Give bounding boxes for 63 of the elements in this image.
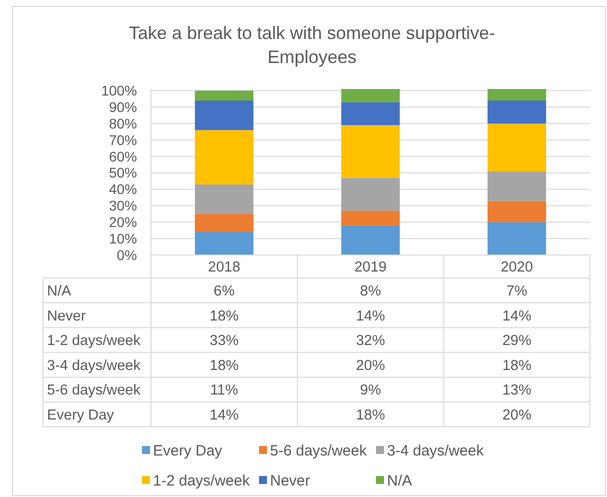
data-label: 9% [360,382,382,399]
data-label: 14% [356,308,386,324]
data-label: 18% [502,358,532,374]
bar [341,102,400,126]
y-tick-label: 100% [101,82,137,99]
bar [341,89,400,102]
legend-label: Never [270,472,310,490]
text: 5-6 days/week [47,382,140,399]
data-label: 14% [210,407,239,424]
data-label: 18% [210,308,239,324]
y-tick-label: 30% [108,198,137,214]
data-label: 13% [502,382,532,399]
bar [488,200,546,222]
text: Every Day [47,407,114,424]
bar [194,232,254,255]
data-label: 6% [214,283,235,300]
x-tick-label: 2020 [500,260,533,276]
chart-title: Take a break to talk with someone supportive- Employees [128,23,496,67]
x-tick-label: 2018 [208,260,240,276]
data-label: 7% [506,283,528,300]
legend-label: N/A [387,472,412,490]
text: N/A [47,283,72,300]
bar [194,130,254,184]
text: 1-2 days/week [47,333,140,350]
data-label: 20% [356,358,386,374]
y-tick-label: 60% [108,148,137,164]
data-label: 8% [360,283,382,300]
data-label: 14% [502,308,532,324]
bar [194,100,254,130]
data-label: 11% [210,382,238,399]
data-label: 32% [356,333,386,350]
bar [341,210,400,226]
text: 3-4 days/week [47,358,140,374]
text: Never [47,308,86,324]
y-tick-label: 90% [108,98,137,115]
legend-label: Every Day [153,442,223,460]
legend-label: 1-2 days/week [153,472,250,490]
y-tick-label: 10% [108,230,137,246]
data-label: 20% [502,407,532,424]
x-tick-label: 2019 [354,260,387,276]
bar [488,171,546,201]
data-label: 33% [210,333,239,350]
bar [341,225,400,255]
bar [194,90,254,101]
bar [488,100,546,124]
bar [488,222,546,255]
y-tick-label: 80% [108,115,137,132]
bar [341,125,400,178]
y-tick-label: 70% [108,132,137,148]
y-tick-label: 0% [116,246,137,263]
y-tick-label: 40% [108,181,137,198]
data-label: 18% [210,358,239,374]
bar [488,89,546,101]
legend-label: 3-4 days/week [387,442,484,460]
bar [194,184,254,214]
data-label: 29% [502,333,532,350]
legend-label: 5-6 days/week [270,442,368,460]
bar [488,124,546,172]
bar [341,178,400,211]
bar [194,214,254,232]
y-tick-label: 50% [108,164,137,181]
data-label: 18% [356,407,386,424]
y-tick-label: 20% [108,214,137,230]
